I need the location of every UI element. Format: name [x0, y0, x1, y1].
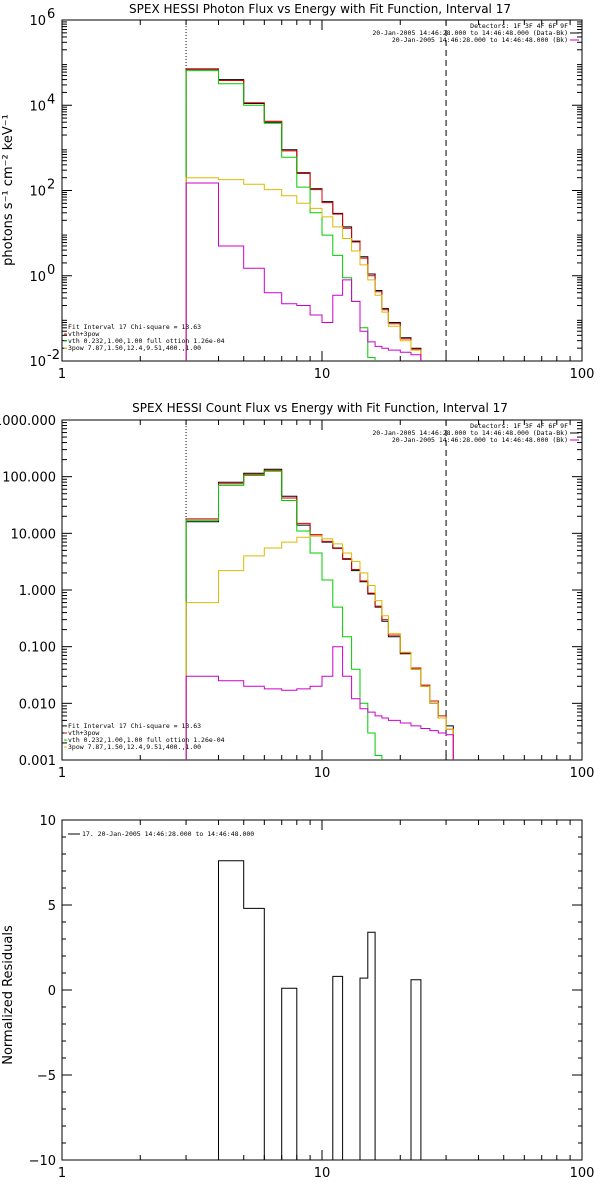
series-line-0	[186, 860, 447, 1160]
series-line-4	[185, 646, 454, 760]
y-tick-label: 10	[29, 99, 46, 114]
y-tick-label: 100.000	[2, 471, 56, 486]
series-line-1	[185, 68, 422, 361]
y-tick-exponent: 6	[47, 7, 55, 22]
y-tick-exponent: -2	[47, 348, 60, 363]
legend-right-text: Detectors: 1F 3F 4F 6F 9F	[470, 422, 568, 430]
legend-right-text: 20-Jan-2005 14:46:28.000 to 14:46:48.000…	[372, 29, 568, 37]
plot-frame	[61, 819, 583, 1161]
legend-left-text: vth+3pow	[68, 330, 99, 338]
x-tick-label: 100	[570, 367, 595, 382]
y-tick-label: 10	[29, 270, 46, 285]
y-tick-label: 0.100	[19, 641, 56, 656]
y-tick-label: 0.010	[19, 697, 56, 712]
series-line-0	[185, 68, 422, 361]
residuals-panel: Normalized Residuals 1 10 100 −10 −5 0 5 10 17. …	[1, 814, 594, 1181]
y-tick-label: 10	[29, 14, 46, 29]
photon-flux-panel: SPEX HESSI Photon Flux vs Energy with Fi…	[1, 2, 594, 382]
x-tick-label: 100	[570, 1166, 595, 1181]
legend-left-text: vth+3pow	[68, 729, 99, 737]
legend-left-text: 17. 20-Jan-2005 14:46:28.000 to 14:46:48…	[82, 830, 254, 838]
y-tick-label: 0	[48, 984, 56, 999]
chart-title: SPEX HESSI Photon Flux vs Energy with Fi…	[129, 2, 511, 16]
y-tick-label: 5	[48, 899, 56, 914]
series-line-3	[185, 177, 422, 361]
x-tick-label: 10	[314, 766, 331, 781]
series-line-2	[185, 70, 376, 361]
x-tick-label: 1	[58, 367, 66, 382]
legend-left-text: 3pow 7.87,1.50,12.4,9.51,400.,1.00	[68, 743, 201, 751]
x-tick-label: 1	[58, 1166, 66, 1181]
legend-right-text: 20-Jan-2005 14:46:28.000 to 14:46:48.000…	[372, 429, 568, 437]
y-tick-exponent: 2	[47, 178, 55, 193]
legend-right-text: 20-Jan-2005 14:46:28.000 to 14:46:48.000…	[392, 436, 568, 444]
x-tick-label: 10	[314, 1166, 331, 1181]
legend-right-text: Detectors: 1F 3F 4F 6F 9F	[470, 22, 568, 30]
series-line-4	[185, 182, 422, 361]
y-tick-label: 10.000	[11, 527, 57, 542]
count-flux-panel: SPEX HESSI Count Flux vs Energy with Fit…	[0, 401, 594, 781]
series-line-3	[185, 535, 454, 760]
legend-left-text: 3pow 7.87,1.50,12.4,9.51,400.,1.00	[68, 344, 201, 352]
y-tick-label: 1000.000	[0, 414, 56, 429]
legend-left-text: vth 0.232,1.00,1.00 full ottion 1.26e-04	[68, 736, 225, 744]
y-tick-label: 0.001	[19, 754, 56, 769]
x-tick-label: 1	[58, 766, 66, 781]
series-line-2	[185, 470, 383, 760]
y-tick-label: 10	[29, 355, 46, 370]
chart-title: SPEX HESSI Count Flux vs Energy with Fit…	[132, 401, 508, 415]
y-tick-label: −5	[37, 1069, 56, 1084]
legend-left-text: Fit Interval 17 Chi-square = 13.63	[68, 722, 201, 730]
y-tick-exponent: 4	[47, 92, 55, 107]
x-tick-label: 100	[570, 766, 595, 781]
y-axis-label: Normalized Residuals	[1, 925, 16, 1065]
y-tick-exponent: 0	[47, 263, 55, 278]
legend-left-text: Fit Interval 17 Chi-square = 13.63	[68, 323, 201, 331]
y-tick-label: 10	[39, 814, 56, 829]
y-tick-label: −10	[29, 1154, 56, 1169]
series-line-1	[185, 469, 454, 760]
y-tick-label: 10	[29, 185, 46, 200]
plot-frame	[61, 419, 583, 761]
series-line-0	[185, 468, 454, 760]
x-tick-label: 10	[314, 367, 331, 382]
y-axis-label: photons s⁻¹ cm⁻² keV⁻¹	[1, 114, 16, 266]
legend-right-text: 20-Jan-2005 14:46:28.000 to 14:46:48.000…	[392, 36, 568, 44]
legend-left-text: vth 0.232,1.00,1.00 full ottion 1.26e-04	[68, 337, 225, 345]
y-tick-label: 1.000	[19, 584, 56, 599]
